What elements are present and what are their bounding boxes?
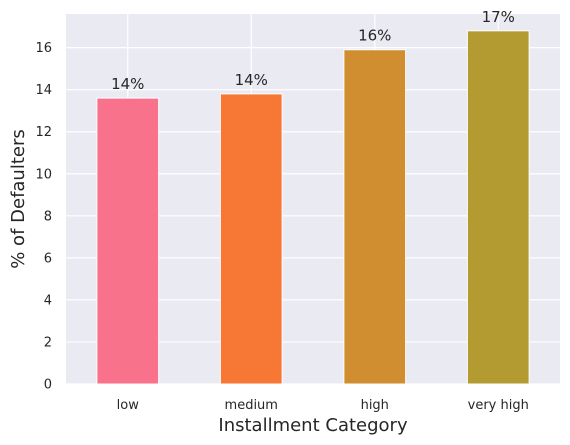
y-tick-label: 6 — [44, 251, 52, 266]
data-labels: 14% 14% 16% 17% — [111, 8, 515, 93]
x-axis-label: Installment Category — [218, 415, 408, 436]
bar-value-label: 17% — [482, 8, 515, 26]
y-tick-label: 2 — [44, 335, 52, 350]
bar — [343, 49, 407, 385]
y-axis-ticks: 0 2 4 6 8 10 12 14 16 — [35, 41, 52, 392]
y-tick-label: 10 — [35, 167, 52, 182]
x-tick-label: very high — [468, 398, 529, 413]
y-tick-label: 4 — [44, 293, 52, 308]
y-tick-label: 12 — [35, 125, 52, 140]
y-tick-label: 8 — [44, 209, 52, 224]
bar-value-label: 16% — [358, 27, 391, 45]
x-axis-ticks: low medium high very high — [117, 398, 529, 413]
y-tick-label: 16 — [35, 41, 52, 56]
x-tick-label: medium — [225, 398, 278, 413]
bar — [96, 97, 160, 385]
bars — [96, 30, 530, 385]
bar-value-label: 14% — [235, 71, 268, 89]
y-tick-label: 14 — [35, 83, 52, 98]
y-axis-label: % of Defaulters — [8, 129, 29, 269]
bar — [466, 30, 530, 385]
y-tick-label: 0 — [44, 378, 52, 393]
x-tick-label: low — [117, 398, 140, 413]
bar — [219, 93, 283, 385]
x-tick-label: high — [361, 398, 389, 413]
bar-value-label: 14% — [111, 75, 144, 93]
